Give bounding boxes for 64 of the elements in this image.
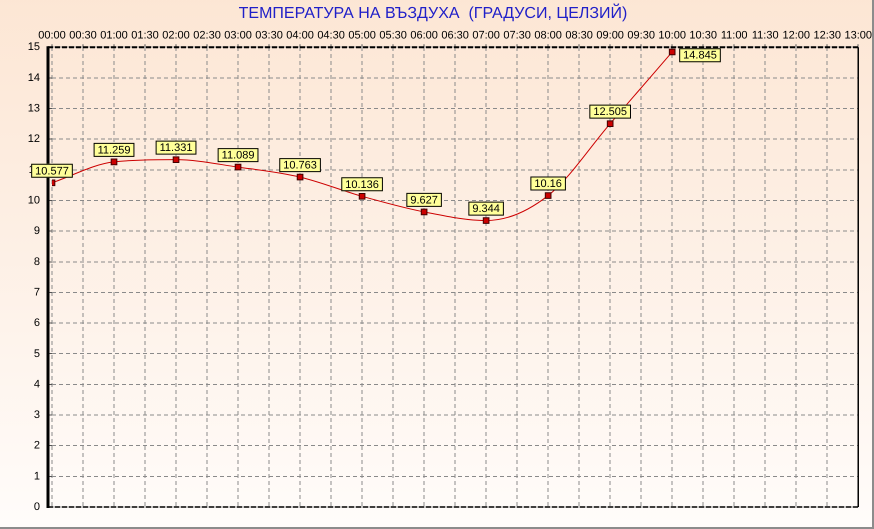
- x-tick-label: 07:00: [472, 30, 500, 42]
- x-tick-label: 07:30: [503, 30, 531, 42]
- x-tick-label: 03:30: [255, 30, 283, 42]
- x-tick-label: 03:00: [224, 30, 252, 42]
- data-label: 10.763: [283, 160, 317, 172]
- y-tick-label: 14: [28, 72, 40, 84]
- x-tick-label: 09:30: [627, 30, 655, 42]
- x-tick-label: 11:30: [752, 30, 779, 42]
- y-tick-label: 4: [34, 378, 40, 390]
- x-tick-label: 08:30: [565, 30, 593, 42]
- x-tick-label: 00:30: [69, 30, 97, 42]
- data-label: 11.331: [160, 142, 192, 154]
- point: [606, 120, 614, 128]
- x-tick-label: 10:00: [658, 30, 686, 42]
- y-tick-label: 5: [34, 348, 40, 360]
- x-tick-label: 02:30: [193, 30, 221, 42]
- x-tick-label: 08:00: [534, 30, 562, 42]
- y-tick-label: 7: [34, 286, 40, 298]
- y-tick-label: 12: [28, 133, 40, 146]
- x-tick-label: 04:00: [286, 30, 314, 42]
- y-tick-label: 13: [28, 102, 40, 115]
- point: [296, 174, 304, 180]
- y-tick-label: 6: [34, 317, 40, 330]
- y-tick-label: 3: [34, 409, 40, 422]
- y-tick-label: 0: [34, 501, 40, 514]
- point: [358, 192, 366, 200]
- y-tick-label: 8: [34, 256, 40, 268]
- x-tick-label: 13:00: [844, 30, 872, 42]
- y-tick-label: 15: [28, 41, 40, 54]
- point: [110, 158, 118, 166]
- data-label: 9.627: [410, 194, 438, 206]
- point: [420, 208, 428, 216]
- data-label: 11.089: [222, 150, 254, 162]
- data-label: 10.16: [534, 178, 562, 190]
- x-tick-label: 02:00: [162, 30, 190, 42]
- data-label: 12.505: [593, 106, 627, 118]
- point: [172, 156, 180, 163]
- point: [668, 48, 676, 56]
- point: [234, 164, 242, 170]
- x-tick-label: 09:00: [596, 30, 624, 42]
- point: [544, 192, 552, 199]
- x-tick-label: 01:00: [100, 30, 128, 42]
- chart-title: ТЕМПЕРАТУРА НА ВЪЗДУХА (ГРАДУСИ, ЦЕЛЗИЙ): [238, 3, 628, 22]
- x-tick-label: 05:30: [379, 30, 407, 42]
- y-tick-label: 9: [34, 225, 40, 238]
- data-label: 10.136: [345, 178, 379, 191]
- data-label: 11.259: [98, 144, 130, 156]
- data-label: 10.577: [35, 165, 69, 178]
- data-label: 9.344: [472, 203, 500, 216]
- point: [482, 217, 490, 224]
- y-tick-label: 10: [28, 194, 40, 206]
- x-tick-label: 04:30: [317, 30, 345, 42]
- x-tick-label: 06:00: [410, 30, 438, 42]
- x-tick-label: 00:00: [38, 30, 66, 42]
- y-tick-label: 2: [34, 440, 40, 452]
- x-tick-label: 12:30: [813, 30, 841, 42]
- x-tick-label: 10:30: [689, 30, 717, 42]
- x-tick-label: 01:30: [131, 30, 159, 42]
- x-tick-label: 06:30: [441, 30, 469, 42]
- data-label: 14.845: [683, 50, 717, 62]
- x-tick-label: 12:00: [782, 30, 810, 42]
- x-tick-label: 05:00: [348, 30, 376, 42]
- y-tick-label: 1: [34, 470, 40, 482]
- x-tick-label: 11:00: [720, 30, 748, 42]
